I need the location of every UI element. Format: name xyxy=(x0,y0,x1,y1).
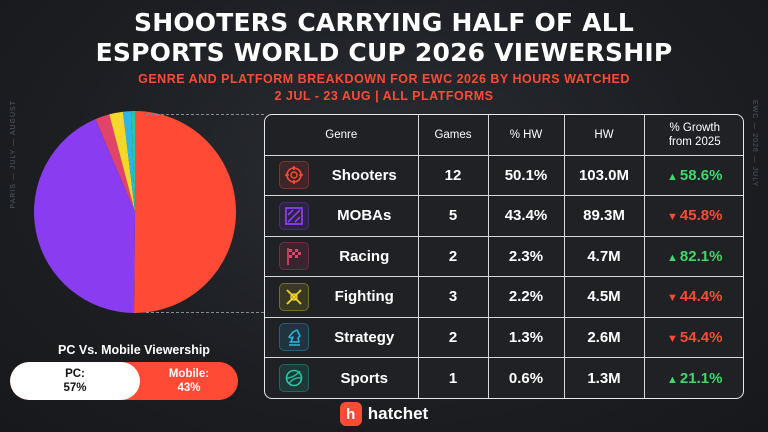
hw-cell: 89.3M xyxy=(563,195,645,237)
growth-cell: ▲ 82.1% xyxy=(643,235,743,277)
genre-name: Fighting xyxy=(334,288,394,306)
hw-cell: 4.5M xyxy=(563,276,645,318)
growth-value: 54.4% xyxy=(679,328,723,346)
genre-cell: Shooters xyxy=(265,154,419,196)
pc-label: PC: xyxy=(65,368,85,380)
pie-guide-line-top xyxy=(146,114,264,115)
share-cell: 2.3% xyxy=(487,235,565,277)
title-line-2: ESPORTS WORLD CUP 2026 VIEWERSHIP xyxy=(95,38,673,67)
pie-slice-fighting xyxy=(109,111,135,212)
growth-value: 44.4% xyxy=(679,288,723,306)
arrow-up-icon: ▲ xyxy=(667,373,678,386)
growth-cell: ▲ 21.1% xyxy=(643,357,743,398)
arrow-down-icon: ▼ xyxy=(667,292,678,305)
table-header-row: Genre Games % HW HW % Growth from 2025 xyxy=(265,115,743,156)
subtitle-line-1: GENRE AND PLATFORM BREAKDOWN FOR EWC 202… xyxy=(138,72,630,86)
share-cell: 50.1% xyxy=(487,154,565,196)
growth-value: 58.6% xyxy=(679,166,723,184)
genre-name: Sports xyxy=(340,369,388,387)
hw-cell: 1.3M xyxy=(563,357,645,398)
fighting-icon xyxy=(279,282,309,311)
genre-name: Shooters xyxy=(331,166,397,184)
title-line-1: SHOOTERS CARRYING HALF OF ALL xyxy=(134,8,634,37)
hw-cell: 4.7M xyxy=(563,235,645,277)
genre-cell: Racing xyxy=(265,235,419,277)
subtitle-line-2: 2 JUL - 23 AUG | ALL PLATFORMS xyxy=(274,89,494,103)
games-cell: 3 xyxy=(417,276,489,318)
crosshair-icon xyxy=(279,161,309,190)
brand-logo: h hatchet xyxy=(0,402,768,426)
genre-pie-chart xyxy=(33,111,237,313)
genre-cell: MOBAs xyxy=(265,195,419,237)
pc-value: 57% xyxy=(63,382,87,394)
header-genre: Genre xyxy=(265,115,419,156)
side-decoration-right: EWC — 2026 — JULY xyxy=(751,100,758,188)
growth-value: 82.1% xyxy=(679,247,723,265)
games-cell: 1 xyxy=(417,357,489,398)
growth-value: 45.8% xyxy=(679,207,723,225)
genre-name: Strategy xyxy=(334,328,395,346)
pc-segment: PC: 57% xyxy=(10,362,140,400)
share-cell: 1.3% xyxy=(487,316,565,358)
share-cell: 43.4% xyxy=(487,195,565,237)
table-row: Sports 1 0.6% 1.3M ▲ 21.1% xyxy=(265,357,743,398)
mobile-label: Mobile: xyxy=(168,368,210,380)
growth-cell: ▼ 54.4% xyxy=(643,316,743,358)
chess-knight-icon xyxy=(279,323,309,352)
moba-map-icon xyxy=(279,201,309,230)
page-title: SHOOTERS CARRYING HALF OF ALL ESPORTS WO… xyxy=(0,8,768,68)
header-growth-line-1: % Growth xyxy=(669,121,721,134)
header-growth: % Growth from 2025 xyxy=(643,115,743,156)
brand-name: hatchet xyxy=(367,404,429,423)
genre-cell: Sports xyxy=(265,357,419,398)
table-row: Fighting 3 2.2% 4.5M ▼ 44.4% xyxy=(265,276,743,318)
side-decoration-left: PARIS — JULY — AUGUST xyxy=(10,100,17,209)
hw-cell: 103.0M xyxy=(563,154,645,196)
table-row: Strategy 2 1.3% 2.6M ▼ 54.4% xyxy=(265,316,743,358)
pie-slice-racing xyxy=(95,114,135,212)
pie-guide-line-bottom xyxy=(146,312,264,313)
games-cell: 2 xyxy=(417,235,489,277)
arrow-down-icon: ▼ xyxy=(667,211,678,224)
ball-icon xyxy=(279,364,309,392)
growth-cell: ▼ 44.4% xyxy=(643,276,743,318)
pie-slice-shooters xyxy=(134,111,237,313)
mobile-segment: Mobile: 43% xyxy=(140,362,238,400)
header-growth-line-2: from 2025 xyxy=(668,135,721,148)
arrow-up-icon: ▲ xyxy=(667,170,678,183)
genre-cell: Fighting xyxy=(265,276,419,318)
hw-cell: 2.6M xyxy=(563,316,645,358)
pie-slice-sports xyxy=(131,111,135,212)
growth-cell: ▼ 45.8% xyxy=(643,195,743,237)
genre-name: MOBAs xyxy=(337,207,392,225)
arrow-up-icon: ▲ xyxy=(667,251,678,264)
checkered-flag-icon xyxy=(279,242,309,271)
games-cell: 12 xyxy=(417,154,489,196)
hatchet-logo-icon: h xyxy=(339,402,362,426)
table-row: Shooters 12 50.1% 103.0M ▲ 58.6% xyxy=(265,154,743,196)
genre-table: Genre Games % HW HW % Growth from 2025 S… xyxy=(264,114,744,399)
genre-name: Racing xyxy=(339,247,390,265)
table-row: Racing 2 2.3% 4.7M ▲ 82.1% xyxy=(265,235,743,277)
platform-title: PC Vs. Mobile Viewership xyxy=(58,343,210,357)
share-cell: 2.2% xyxy=(487,276,565,318)
growth-value: 21.1% xyxy=(679,369,723,387)
growth-cell: ▲ 58.6% xyxy=(643,154,743,196)
header-games: Games xyxy=(417,115,489,156)
header-hw: HW xyxy=(563,115,645,156)
header-share: % HW xyxy=(487,115,565,156)
page-subtitle: GENRE AND PLATFORM BREAKDOWN FOR EWC 202… xyxy=(0,71,768,105)
arrow-down-icon: ▼ xyxy=(667,332,678,345)
pie-slice-mobas xyxy=(33,119,136,313)
mobile-value: 43% xyxy=(177,382,201,394)
games-cell: 5 xyxy=(417,195,489,237)
share-cell: 0.6% xyxy=(487,357,565,398)
genre-cell: Strategy xyxy=(265,316,419,358)
platform-split-bar: PC: 57% Mobile: 43% xyxy=(10,362,238,400)
games-cell: 2 xyxy=(417,316,489,358)
pie-slice-strategy xyxy=(122,111,135,212)
table-row: MOBAs 5 43.4% 89.3M ▼ 45.8% xyxy=(265,195,743,237)
